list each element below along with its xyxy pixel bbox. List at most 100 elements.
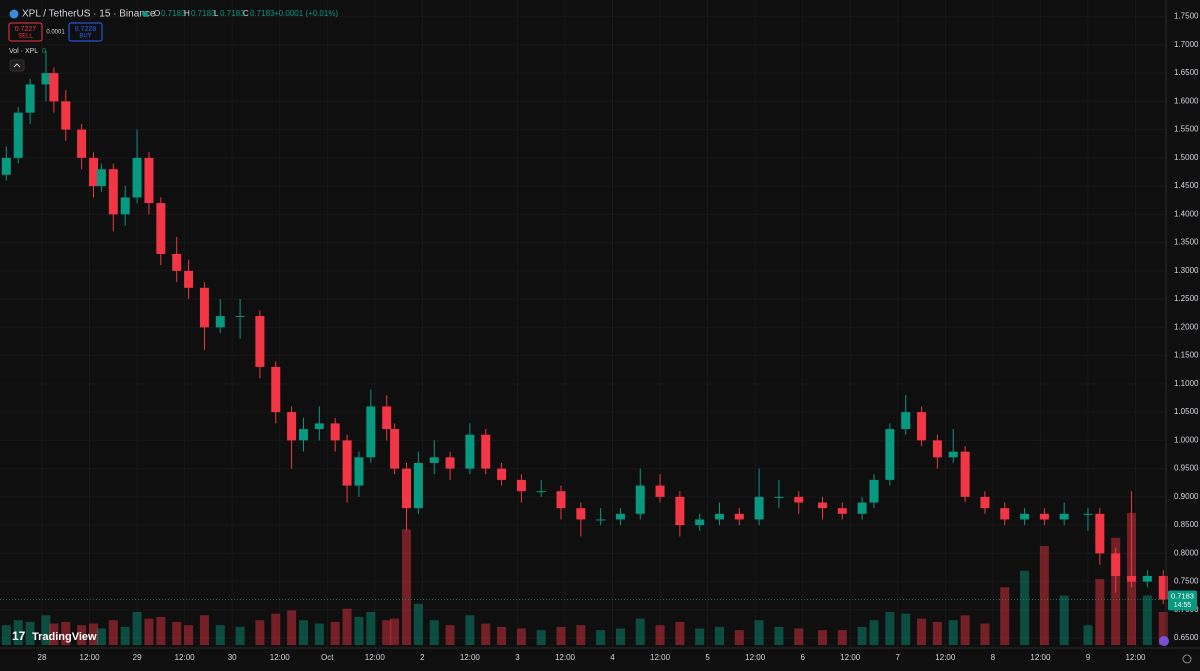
y-tick-label: 0.8500 bbox=[1174, 520, 1199, 529]
volume-bar bbox=[734, 630, 744, 645]
volume-bar bbox=[516, 628, 526, 645]
volume-bar bbox=[714, 626, 724, 645]
sell-price: 0.7227 bbox=[15, 26, 37, 33]
candle-body bbox=[298, 429, 308, 441]
volume-bar bbox=[1020, 570, 1030, 645]
volume-bar bbox=[445, 625, 455, 645]
candle-body bbox=[481, 434, 491, 469]
candle-body bbox=[354, 457, 364, 486]
candle-body bbox=[695, 519, 705, 526]
x-tick-label: Oct bbox=[321, 653, 334, 662]
volume-bar bbox=[41, 615, 51, 645]
volume-bar bbox=[932, 621, 942, 645]
volume-bar bbox=[77, 625, 87, 645]
x-tick-label: 12:00 bbox=[460, 653, 481, 662]
candle-body bbox=[948, 451, 958, 458]
candle-body bbox=[314, 423, 324, 430]
alert-icon[interactable] bbox=[1159, 636, 1169, 646]
candle-body bbox=[184, 270, 194, 288]
y-tick-label: 1.1500 bbox=[1174, 351, 1199, 360]
symbol-title[interactable]: XPL / TetherUS · 15 · Binance bbox=[22, 9, 156, 20]
x-tick-label: 12:00 bbox=[840, 653, 861, 662]
volume-bar bbox=[255, 620, 265, 645]
y-tick-label: 0.6500 bbox=[1174, 633, 1199, 642]
y-tick-label: 1.3500 bbox=[1174, 238, 1199, 247]
candle-body bbox=[655, 485, 665, 497]
y-tick-label: 1.5500 bbox=[1174, 125, 1199, 134]
candle-body bbox=[516, 479, 526, 492]
volume-bar bbox=[675, 621, 685, 645]
volume-bar bbox=[49, 623, 59, 645]
candle-body bbox=[13, 112, 23, 158]
volume-bar bbox=[1083, 625, 1093, 645]
candle-body bbox=[132, 157, 142, 198]
collapse-icon bbox=[13, 63, 21, 68]
x-tick-label: 28 bbox=[38, 653, 47, 662]
y-tick-label: 1.5000 bbox=[1174, 153, 1199, 162]
x-tick-label: 12:00 bbox=[1030, 653, 1051, 662]
volume-bar bbox=[13, 620, 23, 645]
candle-body bbox=[556, 491, 566, 509]
volume-bar bbox=[556, 626, 566, 645]
x-tick-label: 12:00 bbox=[650, 653, 671, 662]
candle-body bbox=[1059, 513, 1069, 520]
x-tick-label: 8 bbox=[991, 653, 996, 662]
x-tick-label: 12:00 bbox=[175, 653, 196, 662]
volume-bar bbox=[96, 628, 106, 645]
volume-bar bbox=[869, 620, 879, 645]
candle-body bbox=[382, 406, 392, 430]
buy-button[interactable] bbox=[68, 22, 103, 42]
volume-bar bbox=[314, 623, 324, 645]
symbol-icon bbox=[9, 9, 19, 19]
volume-bar bbox=[596, 630, 606, 645]
volume-bar bbox=[960, 615, 970, 645]
candle-body bbox=[1020, 513, 1030, 520]
candle-body bbox=[199, 287, 209, 328]
candle-body bbox=[774, 496, 784, 498]
y-tick-label: 1.3000 bbox=[1174, 266, 1199, 275]
y-tick-label: 0.9000 bbox=[1174, 492, 1199, 501]
volume-bar bbox=[1039, 546, 1049, 645]
volume-bar bbox=[61, 621, 71, 645]
candle-body bbox=[89, 157, 99, 187]
y-tick-label: 1.4500 bbox=[1174, 181, 1199, 190]
volume-bar bbox=[615, 628, 625, 645]
volume-bar bbox=[754, 620, 764, 645]
market-status[interactable] bbox=[142, 11, 148, 17]
candle-body bbox=[1158, 575, 1168, 600]
collapse-button[interactable] bbox=[9, 59, 25, 72]
brand: TradingView bbox=[32, 631, 97, 643]
volume-bar bbox=[536, 630, 546, 645]
x-tick-label: 2 bbox=[420, 653, 425, 662]
candle-body bbox=[330, 423, 340, 441]
candle-body bbox=[734, 513, 744, 520]
volume-bar bbox=[382, 620, 392, 645]
c-label: C bbox=[243, 9, 249, 18]
volume-bar bbox=[354, 616, 364, 645]
volume-bar bbox=[1142, 595, 1152, 645]
candle-body bbox=[794, 496, 804, 503]
volume-bar bbox=[1000, 587, 1010, 645]
settings-icon[interactable] bbox=[1182, 654, 1192, 664]
volume-bar bbox=[885, 612, 895, 645]
volume-bar bbox=[1095, 579, 1105, 645]
volume-bar bbox=[1, 625, 11, 645]
candle-body bbox=[366, 406, 376, 458]
candle-body bbox=[497, 468, 507, 480]
y-tick-label: 0.7500 bbox=[1174, 577, 1199, 586]
candle-body bbox=[235, 316, 245, 318]
candle-body bbox=[108, 169, 118, 215]
y-tick-label: 0.9500 bbox=[1174, 464, 1199, 473]
candle-body bbox=[429, 457, 439, 463]
candle-body bbox=[635, 485, 645, 514]
x-tick-label: 4 bbox=[610, 653, 615, 662]
buy-label: BUY bbox=[79, 34, 91, 40]
sell-label: SELL bbox=[18, 34, 33, 40]
volume-bar bbox=[271, 613, 281, 645]
volume-bar bbox=[1059, 595, 1069, 645]
x-tick-label: 12:00 bbox=[80, 653, 101, 662]
c-value: 0.7183 bbox=[250, 9, 275, 18]
sell-button[interactable] bbox=[8, 22, 43, 42]
volume-bar bbox=[108, 620, 118, 645]
x-tick-label: 30 bbox=[228, 653, 237, 662]
